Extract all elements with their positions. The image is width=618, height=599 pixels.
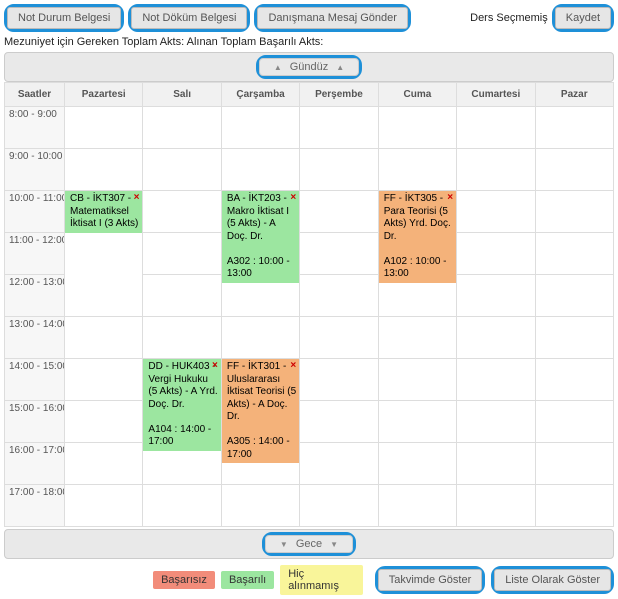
gunduz-toggle[interactable]: Gündüz: [259, 58, 359, 76]
course-room: A305 : 14:00 - 17:00: [227, 436, 290, 460]
course-text: CB - İKT307 - Matematiksel İktisat I (3 …: [70, 193, 138, 229]
time-6: 14:00 - 15:00: [5, 359, 65, 401]
close-icon[interactable]: ×: [212, 360, 218, 373]
course-ikt305[interactable]: × FF - İKT305 - Para Teorisi (5 Akts) Yr…: [379, 191, 456, 283]
course-huk403[interactable]: × DD - HUK403 - Vergi Hukuku (5 Akts) - …: [143, 359, 220, 451]
time-3: 11:00 - 12:00: [5, 233, 65, 275]
kaydet-button[interactable]: Kaydet: [555, 7, 611, 29]
gunduz-toggle-bar: Gündüz: [4, 52, 614, 82]
gece-label: Gece: [296, 538, 322, 550]
time-0: 8:00 - 9:00: [5, 107, 65, 149]
time-8: 16:00 - 17:00: [5, 443, 65, 485]
course-room: A302 : 10:00 - 13:00: [227, 256, 290, 280]
header-carsamba: Çarşamba: [221, 83, 299, 107]
close-icon[interactable]: ×: [290, 360, 296, 373]
course-text: FF - İKT305 - Para Teorisi (5 Akts) Yrd.…: [384, 193, 451, 242]
time-4: 12:00 - 13:00: [5, 275, 65, 317]
not-dokum-button[interactable]: Not Döküm Belgesi: [131, 7, 247, 29]
gece-toggle-bar: Gece: [4, 529, 614, 559]
header-sali: Salı: [143, 83, 221, 107]
course-text: DD - HUK403 - Vergi Hukuku (5 Akts) - A …: [148, 361, 217, 410]
header-cumartesi: Cumartesi: [457, 83, 535, 107]
legend-basarisiz: Başarısız: [153, 571, 215, 589]
close-icon[interactable]: ×: [290, 192, 296, 205]
legend-hic: Hiç alınmamış: [280, 565, 362, 595]
arrow-up-icon: [274, 61, 282, 73]
gunduz-label: Gündüz: [290, 61, 329, 73]
close-icon[interactable]: ×: [447, 192, 453, 205]
gece-toggle[interactable]: Gece: [265, 535, 353, 553]
close-icon[interactable]: ×: [134, 192, 140, 205]
arrow-down-icon: [330, 538, 338, 550]
liste-olarak-button[interactable]: Liste Olarak Göster: [494, 569, 611, 591]
header-pazartesi: Pazartesi: [65, 83, 143, 107]
course-ikt203[interactable]: × BA - İKT203 - Makro İktisat I (5 Akts)…: [222, 191, 299, 283]
time-7: 15:00 - 16:00: [5, 401, 65, 443]
header-persembe: Perşembe: [300, 83, 378, 107]
header-pazar: Pazar: [535, 83, 613, 107]
time-1: 9:00 - 10:00: [5, 149, 65, 191]
course-ikt301[interactable]: × FF - İKT301 - Uluslararası İktisat Teo…: [222, 359, 299, 463]
subtitle-text: Mezuniyet için Gereken Toplam Akts: Alın…: [4, 36, 614, 48]
header-cuma: Cuma: [378, 83, 456, 107]
schedule-table: Saatler Pazartesi Salı Çarşamba Perşembe…: [4, 82, 614, 527]
arrow-up-icon: [336, 61, 344, 73]
arrow-down-icon: [280, 538, 288, 550]
time-5: 13:00 - 14:00: [5, 317, 65, 359]
time-2: 10:00 - 11:00: [5, 191, 65, 233]
legend-basarili: Başarılı: [221, 571, 274, 589]
course-room: A104 : 14:00 - 17:00: [148, 424, 211, 448]
takvimde-button[interactable]: Takvimde Göster: [378, 569, 483, 591]
course-text: FF - İKT301 - Uluslararası İktisat Teori…: [227, 361, 296, 422]
status-text: Ders Seçmemiş: [470, 12, 548, 24]
not-durum-button[interactable]: Not Durum Belgesi: [7, 7, 121, 29]
course-text: BA - İKT203 - Makro İktisat I (5 Akts) -…: [227, 193, 289, 242]
course-room: A102 : 10:00 - 13:00: [384, 256, 447, 280]
time-9: 17:00 - 18:00: [5, 485, 65, 527]
header-saatler: Saatler: [5, 83, 65, 107]
course-ikt307[interactable]: × CB - İKT307 - Matematiksel İktisat I (…: [65, 191, 142, 233]
danismana-button[interactable]: Danışmana Mesaj Gönder: [257, 7, 407, 29]
